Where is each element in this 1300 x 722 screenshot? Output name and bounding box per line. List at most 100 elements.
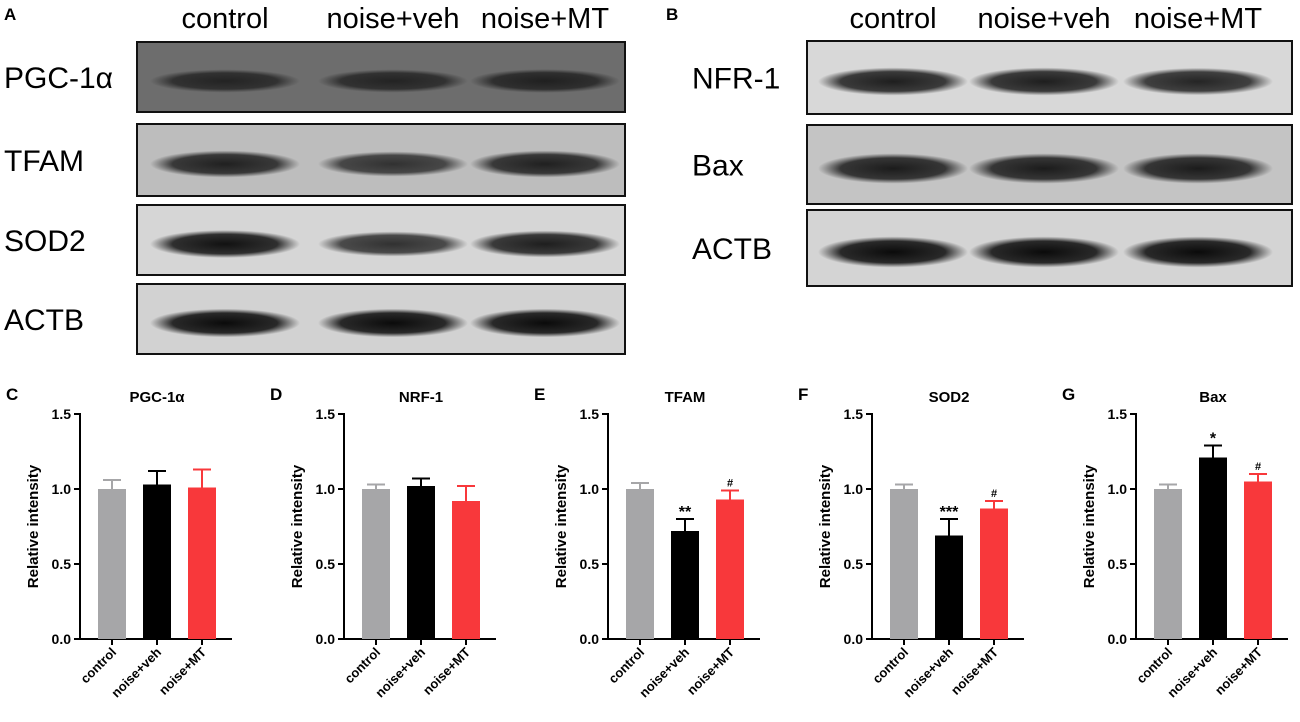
panel-letter: B bbox=[666, 5, 678, 24]
significance-label: * bbox=[1210, 431, 1217, 448]
x-tick-label: control bbox=[341, 645, 383, 687]
blot-band-noise-veh bbox=[969, 67, 1119, 96]
bar-noise-mt bbox=[452, 501, 480, 639]
bar-control bbox=[890, 489, 918, 639]
blot-band-control bbox=[150, 69, 300, 93]
bar-control bbox=[1154, 489, 1182, 639]
lane-label-noise-veh: noise+veh bbox=[326, 3, 459, 35]
blot-band-control bbox=[150, 308, 300, 338]
panel-letter: F bbox=[798, 385, 808, 404]
chart-c: C PGC-1α Relative intensity 0.0 0.5 1.0 1.5 con… bbox=[6, 385, 232, 700]
y-tick-label: 0.0 bbox=[1108, 631, 1128, 647]
blot-row-label: TFAM bbox=[4, 145, 84, 178]
bar-noise-mt bbox=[1244, 481, 1272, 639]
lane-label-control: control bbox=[181, 3, 268, 35]
chart-title: PGC-1α bbox=[129, 389, 185, 406]
panel-letter: G bbox=[1062, 385, 1075, 404]
blot-band-noise-mt bbox=[470, 150, 620, 178]
y-axis-label: Relative intensity bbox=[1081, 464, 1098, 588]
blot-band-noise-mt bbox=[470, 69, 620, 93]
chart-d: D NRF-1 Relative intensity 0.0 0.5 1.0 1.5 cont… bbox=[270, 385, 496, 700]
bar-noise-veh bbox=[1199, 457, 1227, 639]
blot-band-noise-mt bbox=[470, 308, 620, 338]
blot-band-control bbox=[150, 230, 300, 258]
bar-charts-figure: C PGC-1α Relative intensity 0.0 0.5 1.0 1.5 con… bbox=[6, 385, 1288, 700]
x-tick-label: control bbox=[77, 645, 119, 687]
chart-title: TFAM bbox=[665, 389, 706, 406]
significance-label: ** bbox=[679, 504, 692, 521]
x-tick-label: noise+MT bbox=[1212, 644, 1265, 697]
lane-label-noise-veh: noise+veh bbox=[977, 3, 1110, 35]
y-axis-label: Relative intensity bbox=[289, 464, 306, 588]
blot-row-tfam: TFAM bbox=[4, 123, 626, 197]
blot-band-control bbox=[150, 150, 300, 178]
blot-band-noise-veh bbox=[969, 236, 1119, 268]
bar-noise-veh bbox=[935, 535, 963, 639]
y-tick-label: 0.0 bbox=[316, 631, 336, 647]
x-tick-label: control bbox=[869, 645, 911, 687]
blot-band-control bbox=[818, 153, 968, 184]
significance-label: # bbox=[727, 478, 733, 490]
blot-band-noise-mt bbox=[1123, 153, 1273, 184]
bar-noise-veh bbox=[671, 531, 699, 639]
blot-band-noise-veh bbox=[318, 151, 468, 177]
blot-row-sod2: SOD2 bbox=[4, 204, 626, 276]
bar-noise-mt bbox=[716, 499, 744, 639]
y-tick-label: 0.0 bbox=[580, 631, 600, 647]
y-tick-label: 0.5 bbox=[580, 556, 600, 572]
y-tick-label: 0.5 bbox=[844, 556, 864, 572]
y-tick-label: 0.5 bbox=[1108, 556, 1128, 572]
y-tick-label: 1.0 bbox=[52, 481, 72, 497]
blot-row-nfr-1: NFR-1 bbox=[692, 40, 1293, 115]
chart-title: SOD2 bbox=[929, 389, 970, 406]
y-tick-label: 1.5 bbox=[580, 406, 600, 422]
panel-letter: C bbox=[6, 385, 18, 404]
y-tick-label: 1.5 bbox=[52, 406, 72, 422]
significance-label: *** bbox=[940, 504, 959, 521]
lane-label-noise-mt: noise+MT bbox=[481, 3, 609, 35]
lane-label-noise-mt: noise+MT bbox=[1134, 3, 1262, 35]
bar-noise-veh bbox=[407, 486, 435, 639]
blot-band-noise-veh bbox=[318, 308, 468, 338]
bar-control bbox=[626, 489, 654, 639]
blot-band-control bbox=[818, 67, 968, 96]
bar-control bbox=[98, 489, 126, 639]
y-tick-label: 0.0 bbox=[52, 631, 72, 647]
y-tick-label: 1.5 bbox=[316, 406, 336, 422]
x-tick-label: noise+MT bbox=[684, 644, 737, 697]
chart-g: G Bax Relative intensity 0.0 0.5 1.0 1.5 contro… bbox=[1062, 385, 1288, 700]
y-tick-label: 0.5 bbox=[316, 556, 336, 572]
x-tick-label: noise+MT bbox=[948, 644, 1001, 697]
y-tick-label: 1.0 bbox=[1108, 481, 1128, 497]
blot-band-control bbox=[818, 236, 968, 268]
blot-row-label: ACTB bbox=[4, 304, 84, 337]
y-tick-label: 1.0 bbox=[844, 481, 864, 497]
blot-band-noise-veh bbox=[969, 153, 1119, 184]
y-tick-label: 1.0 bbox=[316, 481, 336, 497]
chart-f: F SOD2 Relative intensity 0.0 0.5 1.0 1.5 contr… bbox=[798, 385, 1024, 700]
chart-title: Bax bbox=[1199, 389, 1227, 406]
y-tick-label: 0.5 bbox=[52, 556, 72, 572]
blot-row-actb: ACTB bbox=[4, 283, 626, 355]
y-tick-label: 1.5 bbox=[844, 406, 864, 422]
blot-band-noise-veh bbox=[318, 231, 468, 257]
significance-label: # bbox=[991, 488, 997, 500]
y-tick-label: 1.0 bbox=[580, 481, 600, 497]
blot-row-label: SOD2 bbox=[4, 225, 86, 258]
bar-noise-mt bbox=[188, 487, 216, 639]
blot-row-label: NFR-1 bbox=[692, 63, 780, 96]
blot-band-noise-mt bbox=[1123, 236, 1273, 268]
blot-row-label: Bax bbox=[692, 150, 744, 183]
significance-label: # bbox=[1255, 461, 1261, 473]
blot-row-label: PGC-1α bbox=[4, 62, 113, 95]
y-axis-label: Relative intensity bbox=[817, 464, 834, 588]
panel-letter: A bbox=[4, 5, 16, 24]
x-tick-label: control bbox=[1133, 645, 1175, 687]
blot-row-actb: ACTB bbox=[692, 209, 1293, 287]
blot-row-pgc-1: PGC-1α bbox=[4, 41, 626, 113]
panel-letter: E bbox=[534, 385, 545, 404]
blot-band-noise-veh bbox=[318, 69, 468, 93]
y-axis-label: Relative intensity bbox=[553, 464, 570, 588]
